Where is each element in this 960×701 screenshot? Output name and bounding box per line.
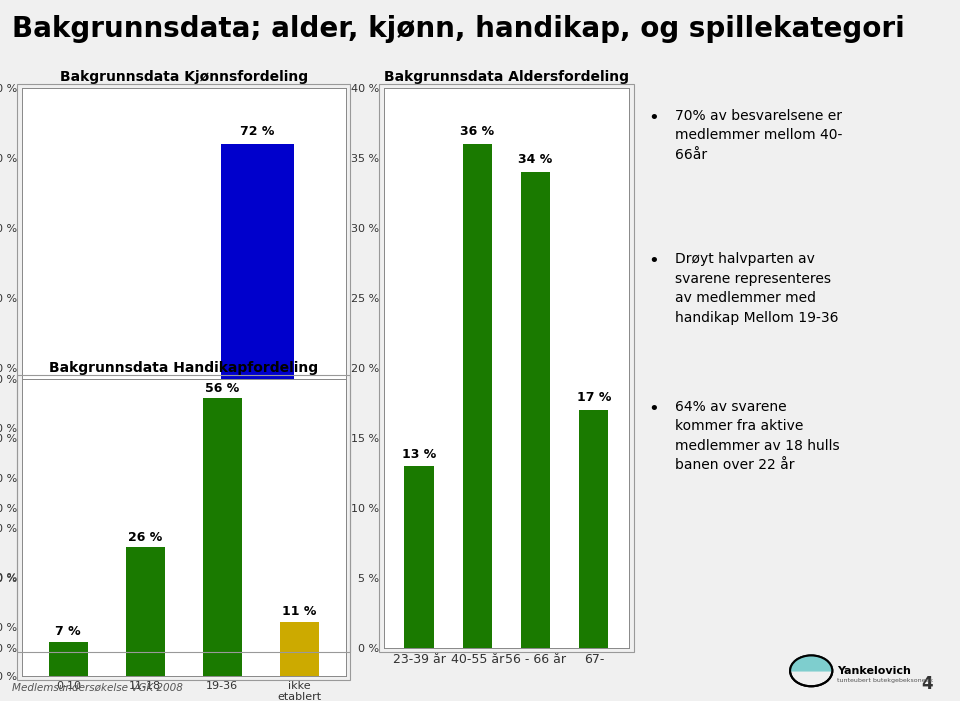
Text: 56 %: 56 %	[205, 382, 239, 395]
Bar	[521, 172, 550, 648]
Text: Bakgrunnsdata; alder, kjønn, handikap, og spillekategori: Bakgrunnsdata; alder, kjønn, handikap, o…	[12, 15, 904, 43]
Text: 26 %: 26 %	[129, 531, 162, 544]
Text: 4: 4	[922, 674, 933, 693]
Text: Medlemsundersøkelse VGK 2008: Medlemsundersøkelse VGK 2008	[12, 683, 182, 693]
Text: 13 %: 13 %	[402, 447, 436, 461]
Text: •: •	[648, 109, 659, 127]
Text: 72 %: 72 %	[240, 125, 275, 138]
Bar	[463, 144, 492, 648]
Text: •: •	[648, 400, 659, 418]
Text: 36 %: 36 %	[460, 125, 494, 138]
Text: 64% av svarene
kommer fra aktive
medlemmer av 18 hulls
banen over 22 år: 64% av svarene kommer fra aktive medlemm…	[675, 400, 839, 472]
Text: Drøyt halvparten av
svarene representeres
av medlemmer med
handikap Mellom 19-36: Drøyt halvparten av svarene representere…	[675, 252, 838, 325]
Bar	[404, 466, 434, 648]
Bar	[74, 452, 147, 648]
Text: Yankelovich: Yankelovich	[837, 666, 911, 676]
Text: 34 %: 34 %	[518, 153, 553, 166]
Text: 7 %: 7 %	[56, 625, 81, 638]
Bar	[49, 641, 87, 676]
Text: 28 %: 28 %	[93, 433, 128, 447]
Title: Bakgrunnsdata Kjønnsfordeling: Bakgrunnsdata Kjønnsfordeling	[60, 69, 308, 83]
Title: Bakgrunnsdata Handikapfordeling: Bakgrunnsdata Handikapfordeling	[49, 360, 319, 374]
Text: tunteubert butekgebeksoneek: tunteubert butekgebeksoneek	[837, 678, 933, 683]
Bar	[579, 410, 609, 648]
Bar	[221, 144, 294, 648]
Text: 17 %: 17 %	[577, 391, 611, 404]
Text: 11 %: 11 %	[282, 606, 317, 618]
Bar	[126, 547, 164, 676]
Text: 70% av besvarelsene er
medlemmer mellom 40-
66år: 70% av besvarelsene er medlemmer mellom …	[675, 109, 842, 162]
Bar	[280, 622, 319, 676]
Title: Bakgrunnsdata Aldersfordeling: Bakgrunnsdata Aldersfordeling	[384, 69, 629, 83]
Text: •: •	[648, 252, 659, 271]
Bar	[204, 398, 242, 676]
